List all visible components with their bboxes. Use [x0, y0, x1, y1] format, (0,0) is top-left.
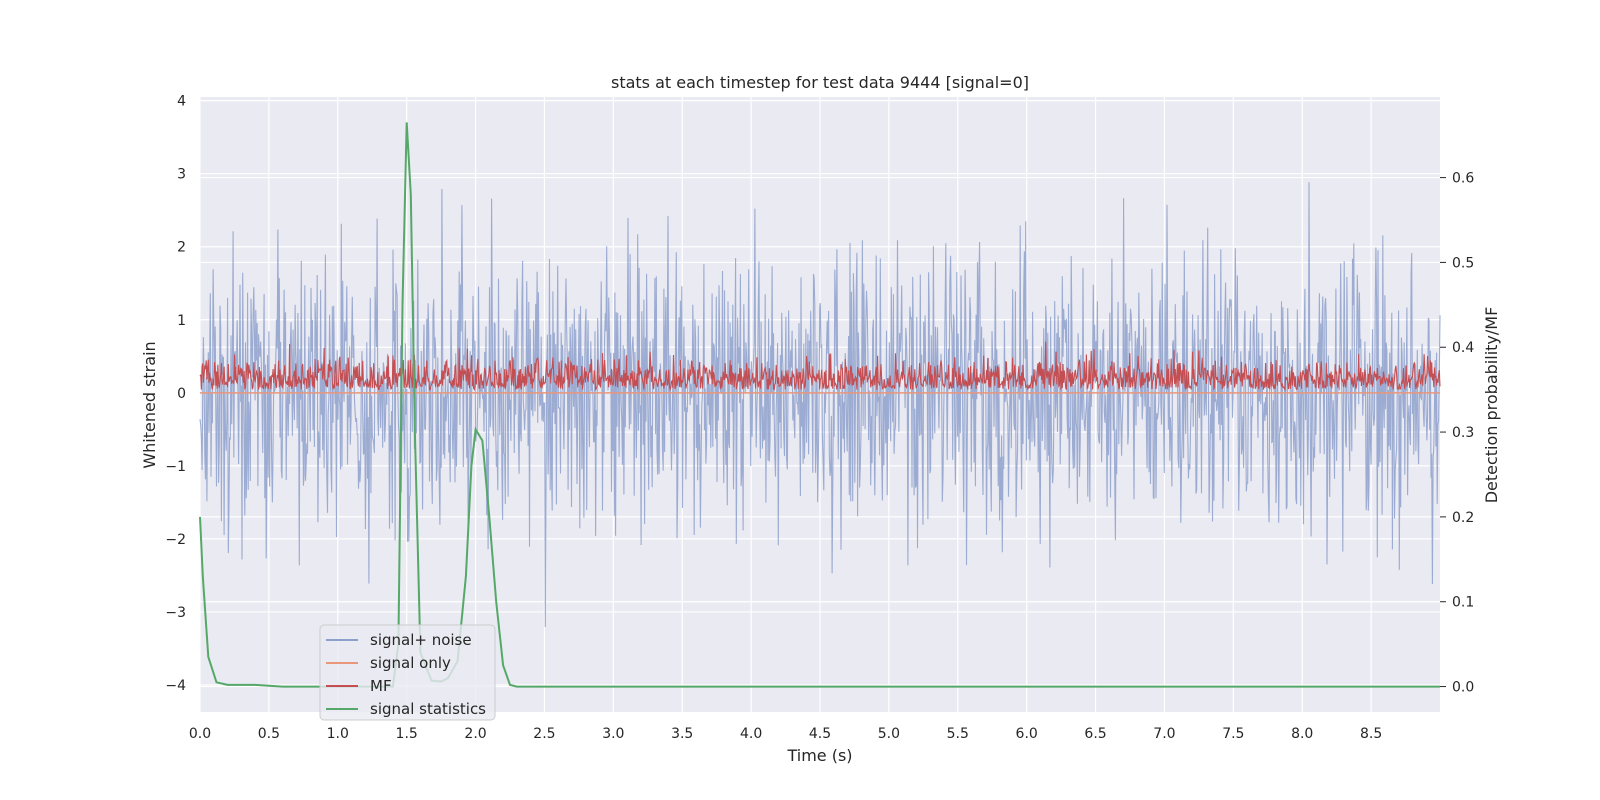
- y-tick-label-right: 0.5: [1452, 255, 1474, 271]
- x-axis-label: Time (s): [786, 746, 852, 765]
- x-tick-label: 6.5: [1084, 726, 1106, 742]
- y-tick-label-right: 0.6: [1452, 171, 1474, 187]
- y-tick-label-left: −2: [165, 532, 186, 548]
- y-tick-label-left: 1: [177, 313, 186, 329]
- y-tick-label-left: −1: [165, 459, 186, 475]
- y-tick-label-right: 0.4: [1452, 340, 1474, 356]
- x-tick-label: 1.0: [327, 726, 349, 742]
- x-tick-label: 4.5: [809, 726, 831, 742]
- legend-label-signal-statistics: signal statistics: [370, 700, 486, 718]
- x-tick-label: 2.5: [533, 726, 555, 742]
- y-tick-label-left: −4: [165, 678, 186, 694]
- legend-label-mf: MF: [370, 677, 392, 695]
- y-tick-label-right: 0.1: [1452, 595, 1474, 611]
- legend-label-signal-only: signal only: [370, 654, 451, 672]
- y-tick-label-right: 0.0: [1452, 680, 1474, 696]
- x-tick-label: 0.0: [189, 726, 211, 742]
- y-tick-label-left: 0: [177, 386, 186, 402]
- y-axis-label-right: Detection probability/MF: [1482, 307, 1501, 504]
- x-tick-label: 3.5: [671, 726, 693, 742]
- legend-label-signal-noise: signal+ noise: [370, 631, 472, 649]
- y-tick-label-left: 4: [177, 94, 186, 110]
- x-tick-label: 5.0: [878, 726, 900, 742]
- x-tick-label: 3.0: [602, 726, 624, 742]
- series-mf: [199, 341, 1441, 392]
- y-tick-label-right: 0.3: [1452, 425, 1474, 441]
- x-tick-label: 5.5: [947, 726, 969, 742]
- x-tick-label: 2.0: [464, 726, 486, 742]
- y-tick-label-left: 2: [177, 240, 186, 256]
- x-tick-label: 4.0: [740, 726, 762, 742]
- y-axis-label-left: Whitened strain: [140, 341, 159, 468]
- x-tick-label: 1.5: [396, 726, 418, 742]
- x-tick-label: 8.5: [1360, 726, 1382, 742]
- x-tick-label: 8.0: [1291, 726, 1313, 742]
- axis-ticks: 0.0 0.5 1.0 1.5 2.0 2.5 3.0 3.5 4.0 4.5 5.0 5.5 6.0 6…: [165, 94, 1474, 742]
- chart-title: stats at each timestep for test data 944…: [611, 73, 1029, 92]
- x-tick-label: 6.0: [1016, 726, 1038, 742]
- y-tick-label-left: 3: [177, 167, 186, 183]
- x-tick-label: 7.0: [1153, 726, 1175, 742]
- legend-box: [319, 624, 496, 721]
- y-tick-label-left: −3: [165, 605, 186, 621]
- legend: signal+ noise signal only MF signal stat…: [319, 624, 496, 721]
- x-tick-label: 0.5: [258, 726, 280, 742]
- x-tick-label: 7.5: [1222, 726, 1244, 742]
- series-layer: [199, 122, 1441, 688]
- y-tick-label-right: 0.2: [1452, 510, 1474, 526]
